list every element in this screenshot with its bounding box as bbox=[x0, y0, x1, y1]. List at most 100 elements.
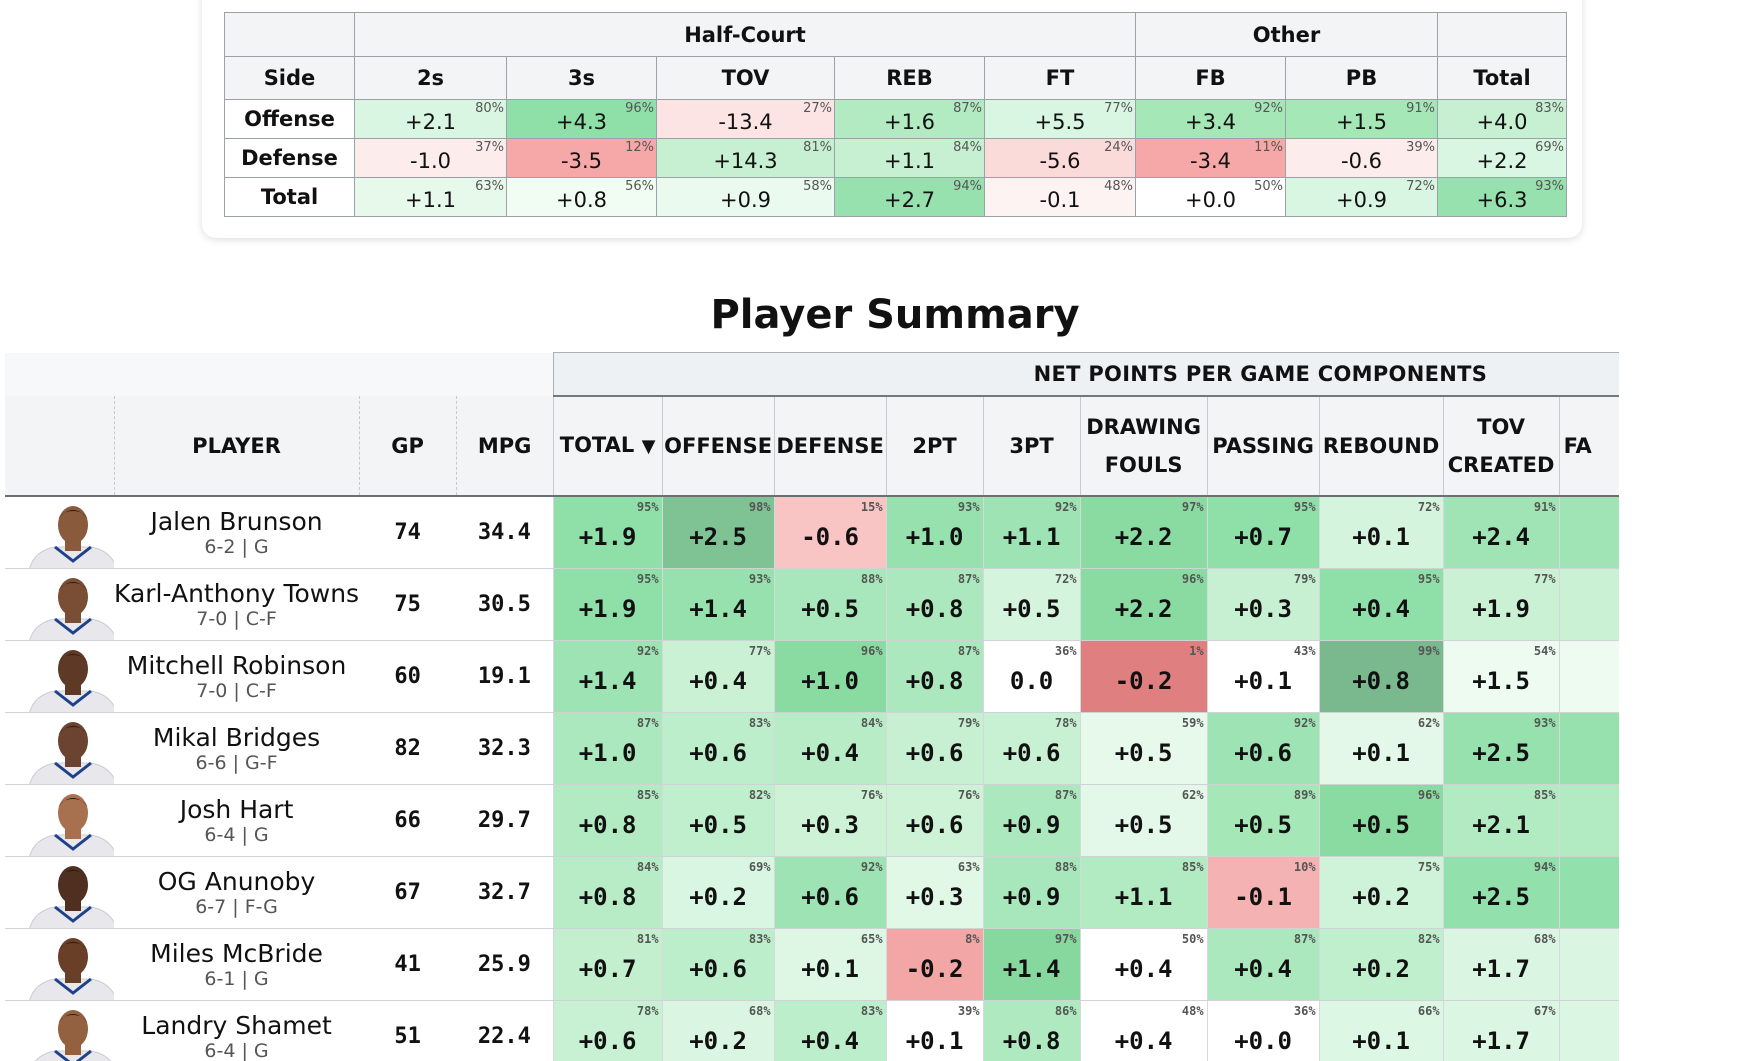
player-name-cell[interactable]: Josh Hart 6-4 | G bbox=[114, 784, 360, 857]
stat-value: +2.2 bbox=[1114, 594, 1173, 623]
stat-cell: +0.7 95% bbox=[1206, 496, 1320, 569]
stat-cell: +0.5 82% bbox=[661, 784, 775, 857]
stat-cell: +2.5 98% bbox=[661, 496, 775, 569]
stat-cell-partial bbox=[1558, 712, 1620, 785]
component-value: +0.0 bbox=[1185, 188, 1236, 212]
col-header-mpg[interactable]: MPG bbox=[455, 396, 554, 497]
component-percentile: 50% bbox=[1254, 179, 1283, 194]
stat-percentile: 84% bbox=[860, 716, 883, 730]
stat-cell: +0.6 83% bbox=[661, 928, 775, 1001]
player-mpg: 29.7 bbox=[456, 784, 554, 857]
stat-value: +2.5 bbox=[689, 522, 747, 551]
player-row[interactable]: Karl-Anthony Towns 7-0 | C-F 75 30.5 +1.9 95%… bbox=[5, 568, 1620, 641]
player-name[interactable]: Mikal Bridges bbox=[152, 722, 321, 752]
stat-cell: +1.0 96% bbox=[773, 640, 887, 713]
stat-percentile: 68% bbox=[1533, 932, 1556, 946]
player-row[interactable]: Mikal Bridges 6-6 | G-F 82 32.3 +1.0 87% +0.6 8… bbox=[5, 712, 1620, 785]
stat-percentile: 88% bbox=[1054, 860, 1077, 874]
component-value: +4.0 bbox=[1476, 110, 1528, 134]
col-header-partial[interactable]: FA bbox=[1558, 396, 1620, 497]
stat-percentile: 82% bbox=[1417, 932, 1440, 946]
component-percentile: 69% bbox=[1535, 140, 1564, 155]
col-header-3pt[interactable]: 3PT bbox=[982, 396, 1081, 497]
stat-percentile: 96% bbox=[1181, 572, 1204, 586]
player-row[interactable]: Miles McBride 6-1 | G 41 25.9 +0.7 81% +0.6 83%… bbox=[5, 928, 1620, 1001]
player-row[interactable]: Josh Hart 6-4 | G 66 29.7 +0.8 85% +0.5 82% +0.3… bbox=[5, 784, 1620, 857]
component-percentile: 37% bbox=[475, 140, 504, 155]
player-name-cell[interactable]: Mikal Bridges 6-6 | G-F bbox=[114, 712, 360, 785]
stat-percentile: 92% bbox=[636, 644, 659, 658]
player-name[interactable]: OG Anunoby bbox=[157, 866, 316, 896]
stat-value: +0.1 bbox=[1352, 738, 1410, 767]
player-name[interactable]: Landry Shamet bbox=[141, 1010, 332, 1040]
stat-cell: +0.5 72% bbox=[982, 568, 1081, 641]
stat-percentile: 94% bbox=[1533, 860, 1556, 874]
stat-percentile: 76% bbox=[860, 788, 883, 802]
stat-cell: +1.4 93% bbox=[661, 568, 775, 641]
player-name[interactable]: Josh Hart bbox=[179, 794, 294, 824]
stat-percentile: 89% bbox=[1293, 788, 1316, 802]
stat-cell: +0.1 72% bbox=[1318, 496, 1444, 569]
player-name-cell[interactable]: Jalen Brunson 6-2 | G bbox=[114, 496, 360, 569]
stat-value: +0.7 bbox=[1234, 522, 1292, 551]
player-photo-cell bbox=[5, 712, 114, 785]
stat-value: +0.0 bbox=[1234, 1026, 1292, 1055]
player-name-cell[interactable]: OG Anunoby 6-7 | F-G bbox=[114, 856, 360, 929]
stat-cell: +1.7 68% bbox=[1442, 928, 1560, 1001]
stat-percentile: 83% bbox=[748, 716, 771, 730]
stat-cell: +0.5 88% bbox=[773, 568, 887, 641]
col-header-drawing-fouls[interactable]: DRAWING FOULS bbox=[1079, 396, 1208, 497]
component-cell: +0.9 58% bbox=[656, 177, 835, 217]
player-name-cell[interactable]: Mitchell Robinson 7-0 | C-F bbox=[114, 640, 360, 713]
player-mpg: 32.7 bbox=[456, 856, 554, 929]
player-row[interactable]: Landry Shamet 6-4 | G 51 22.4 +0.6 78% +0.2 68%… bbox=[5, 1000, 1620, 1061]
col-header-player[interactable]: PLAYER bbox=[113, 396, 360, 497]
player-name-cell[interactable]: Miles McBride 6-1 | G bbox=[114, 928, 360, 1001]
stat-value: +0.8 bbox=[1352, 666, 1410, 695]
stat-cell: +0.8 85% bbox=[552, 784, 663, 857]
player-name[interactable]: Jalen Brunson bbox=[150, 506, 323, 536]
component-percentile: 91% bbox=[1406, 101, 1435, 116]
component-value: +0.9 bbox=[1336, 188, 1387, 212]
stat-value: +2.4 bbox=[1472, 522, 1530, 551]
player-row[interactable]: Jalen Brunson 6-2 | G 74 34.4 +1.9 95% +2.5 98%… bbox=[5, 496, 1620, 569]
player-row[interactable]: OG Anunoby 6-7 | F-G 67 32.7 +0.8 84% +0.2 69% +… bbox=[5, 856, 1620, 929]
component-row: Offense +2.1 80% +4.3 96% -13.4 27% +1.6 87% +5.5… bbox=[224, 99, 1567, 139]
player-name[interactable]: Miles McBride bbox=[150, 938, 323, 968]
sort-descending-icon: ▼ bbox=[641, 436, 656, 457]
stat-value: +0.5 bbox=[689, 810, 747, 839]
component-row: Defense -1.0 37% -3.5 12% +14.3 81% +1.1 84% -5.6… bbox=[224, 138, 1567, 178]
stat-cell: +1.7 67% bbox=[1442, 1000, 1560, 1061]
stat-cell: +1.9 95% bbox=[552, 568, 663, 641]
col-header-tov-created[interactable]: TOV CREATED bbox=[1442, 396, 1560, 497]
col-header-rebound[interactable]: REBOUND bbox=[1318, 396, 1444, 497]
component-percentile: 83% bbox=[1535, 101, 1564, 116]
stat-cell: 0.0 36% bbox=[982, 640, 1081, 713]
col-header-gp[interactable]: GP bbox=[358, 396, 457, 497]
component-col-header: FT bbox=[984, 56, 1136, 100]
col-header-total[interactable]: TOTAL ▼ bbox=[552, 396, 663, 497]
component-value: -13.4 bbox=[718, 110, 773, 134]
col-header-2pt[interactable]: 2PT bbox=[885, 396, 984, 497]
player-photo-cell bbox=[5, 496, 114, 569]
stat-percentile: 93% bbox=[748, 572, 771, 586]
player-name-cell[interactable]: Landry Shamet 6-4 | G bbox=[114, 1000, 360, 1061]
col-header-defense[interactable]: DEFENSE bbox=[773, 396, 887, 497]
stat-cell-partial bbox=[1558, 784, 1620, 857]
col-header-passing[interactable]: PASSING bbox=[1206, 396, 1320, 497]
component-cell: +3.4 92% bbox=[1135, 99, 1286, 139]
player-row[interactable]: Mitchell Robinson 7-0 | C-F 60 19.1 +1.4 92% +… bbox=[5, 640, 1620, 713]
stat-percentile: 10% bbox=[1293, 860, 1316, 874]
stat-value: +0.4 bbox=[1114, 1026, 1173, 1055]
component-cell: +4.0 83% bbox=[1437, 99, 1567, 139]
player-summary-table-container[interactable]: NET POINTS PER GAME COMPONENTS PLAYER GP… bbox=[5, 352, 1749, 1061]
stat-cell-partial bbox=[1558, 568, 1620, 641]
stat-percentile: 72% bbox=[1417, 500, 1440, 514]
stat-cell: +0.2 82% bbox=[1318, 928, 1444, 1001]
player-name[interactable]: Karl-Anthony Towns bbox=[114, 578, 360, 608]
col-header-offense[interactable]: OFFENSE bbox=[661, 396, 775, 497]
component-percentile: 58% bbox=[803, 179, 832, 194]
stat-value: +1.1 bbox=[1114, 882, 1173, 911]
player-name[interactable]: Mitchell Robinson bbox=[126, 650, 347, 680]
player-name-cell[interactable]: Karl-Anthony Towns 7-0 | C-F bbox=[114, 568, 360, 641]
